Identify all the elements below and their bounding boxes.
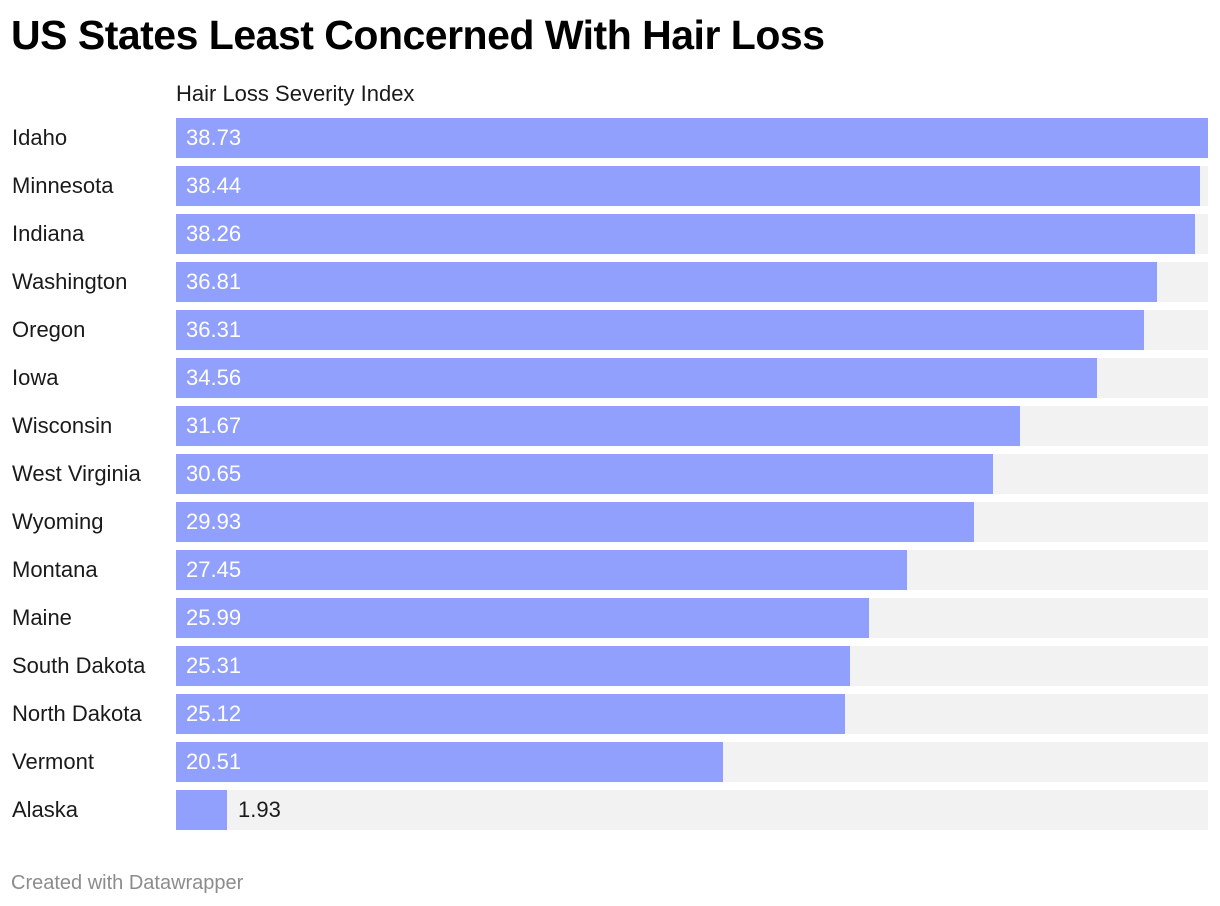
bar-row: Wyoming 29.93 <box>0 502 1220 542</box>
value-label: 30.65 <box>186 461 242 486</box>
bar-row: Indiana 38.26 <box>0 214 1220 254</box>
bar <box>176 358 1097 398</box>
category-label: Iowa <box>12 365 59 390</box>
category-label: Washington <box>12 269 128 294</box>
category-label: North Dakota <box>12 701 142 726</box>
category-label: Wyoming <box>12 509 104 534</box>
value-label: 29.93 <box>186 509 242 534</box>
category-label: South Dakota <box>12 653 146 678</box>
bar-track: 34.56 <box>176 358 1208 398</box>
category-label: Idaho <box>12 125 68 150</box>
value-label: 38.44 <box>186 173 242 198</box>
footer-credit: Created with Datawrapper <box>11 872 244 894</box>
bar-row: Maine 25.99 <box>0 598 1220 638</box>
bar-row: Montana 27.45 <box>0 550 1220 590</box>
bar <box>176 598 869 638</box>
bar-track: 38.44 <box>176 166 1208 206</box>
category-label: Minnesota <box>12 173 114 198</box>
value-label: 34.56 <box>186 365 242 390</box>
value-label: 25.31 <box>186 653 242 678</box>
value-label: 31.67 <box>186 413 242 438</box>
bar-track: 30.65 <box>176 454 1208 494</box>
category-label: Alaska <box>12 797 79 822</box>
bar-row: Vermont 20.51 <box>0 742 1220 782</box>
bar <box>176 646 850 686</box>
value-label: 1.93 <box>238 797 281 822</box>
bar-row: West Virginia 30.65 <box>0 454 1220 494</box>
bar-track: 31.67 <box>176 406 1208 446</box>
bar <box>176 214 1195 254</box>
value-label: 36.81 <box>186 269 242 294</box>
bar-row: Wisconsin 31.67 <box>0 406 1220 446</box>
bar <box>176 790 227 830</box>
category-label: Indiana <box>12 221 85 246</box>
bar <box>176 310 1144 350</box>
bar <box>176 454 993 494</box>
bar-row: Minnesota 38.44 <box>0 166 1220 206</box>
bar-track: 25.12 <box>176 694 1208 734</box>
value-label: 36.31 <box>186 317 242 342</box>
bar-track: 29.93 <box>176 502 1208 542</box>
bar-track: 25.99 <box>176 598 1208 638</box>
bar <box>176 742 723 782</box>
bar-track: 38.73 <box>176 118 1208 158</box>
chart-title: US States Least Concerned With Hair Loss <box>11 12 825 58</box>
value-label: 25.12 <box>186 701 242 726</box>
bar-row: Alaska 1.93 <box>0 790 1220 830</box>
bar-track: 25.31 <box>176 646 1208 686</box>
bar-row: North Dakota 25.12 <box>0 694 1220 734</box>
bar <box>176 694 845 734</box>
bar-track: 38.26 <box>176 214 1208 254</box>
category-label: Montana <box>12 557 98 582</box>
bar-track: 20.51 <box>176 742 1208 782</box>
bar-row: Washington 36.81 <box>0 262 1220 302</box>
bar-row: South Dakota 25.31 <box>0 646 1220 686</box>
bar-row: Idaho 38.73 <box>0 118 1220 158</box>
bar <box>176 166 1200 206</box>
bar-track: 36.31 <box>176 310 1208 350</box>
value-label: 38.26 <box>186 221 242 246</box>
value-label: 25.99 <box>186 605 242 630</box>
bar <box>176 502 974 542</box>
bar-track: 36.81 <box>176 262 1208 302</box>
bar-row: Iowa 34.56 <box>0 358 1220 398</box>
category-label: West Virginia <box>12 461 141 486</box>
bar-track: 27.45 <box>176 550 1208 590</box>
value-label: 38.73 <box>186 125 242 150</box>
bar <box>176 118 1208 158</box>
category-label: Wisconsin <box>12 413 113 438</box>
value-label: 20.51 <box>186 749 242 774</box>
bar <box>176 262 1157 302</box>
category-label: Maine <box>12 605 72 630</box>
value-label: 27.45 <box>186 557 242 582</box>
bar <box>176 406 1020 446</box>
bar <box>176 550 907 590</box>
category-label: Oregon <box>12 317 86 342</box>
column-header: Hair Loss Severity Index <box>176 81 415 106</box>
bar-track: 1.93 <box>176 790 1208 830</box>
bar-row: Oregon 36.31 <box>0 310 1220 350</box>
category-label: Vermont <box>12 749 94 774</box>
